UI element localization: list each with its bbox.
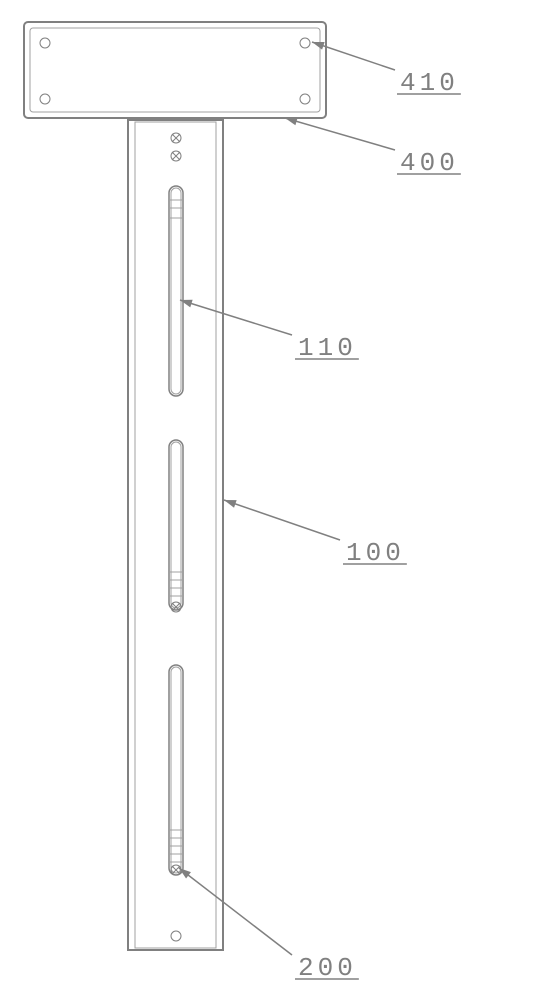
label-110: 110 (298, 333, 357, 363)
engineering-drawing: 410 400 110 100 200 (0, 0, 546, 989)
label-410: 410 (400, 68, 459, 98)
label-400: 400 (400, 148, 459, 178)
label-200: 200 (298, 953, 357, 983)
arrowhead-icon (224, 500, 237, 508)
label-100: 100 (346, 538, 405, 568)
top-plate-outer (24, 22, 326, 118)
leader-100: 100 (224, 500, 407, 568)
column-group (128, 120, 223, 950)
column-outer (128, 120, 223, 950)
arrowhead-icon (285, 118, 298, 126)
top-plate-group (24, 22, 326, 118)
leader-410: 410 (312, 42, 461, 98)
leader-400: 400 (285, 118, 461, 178)
